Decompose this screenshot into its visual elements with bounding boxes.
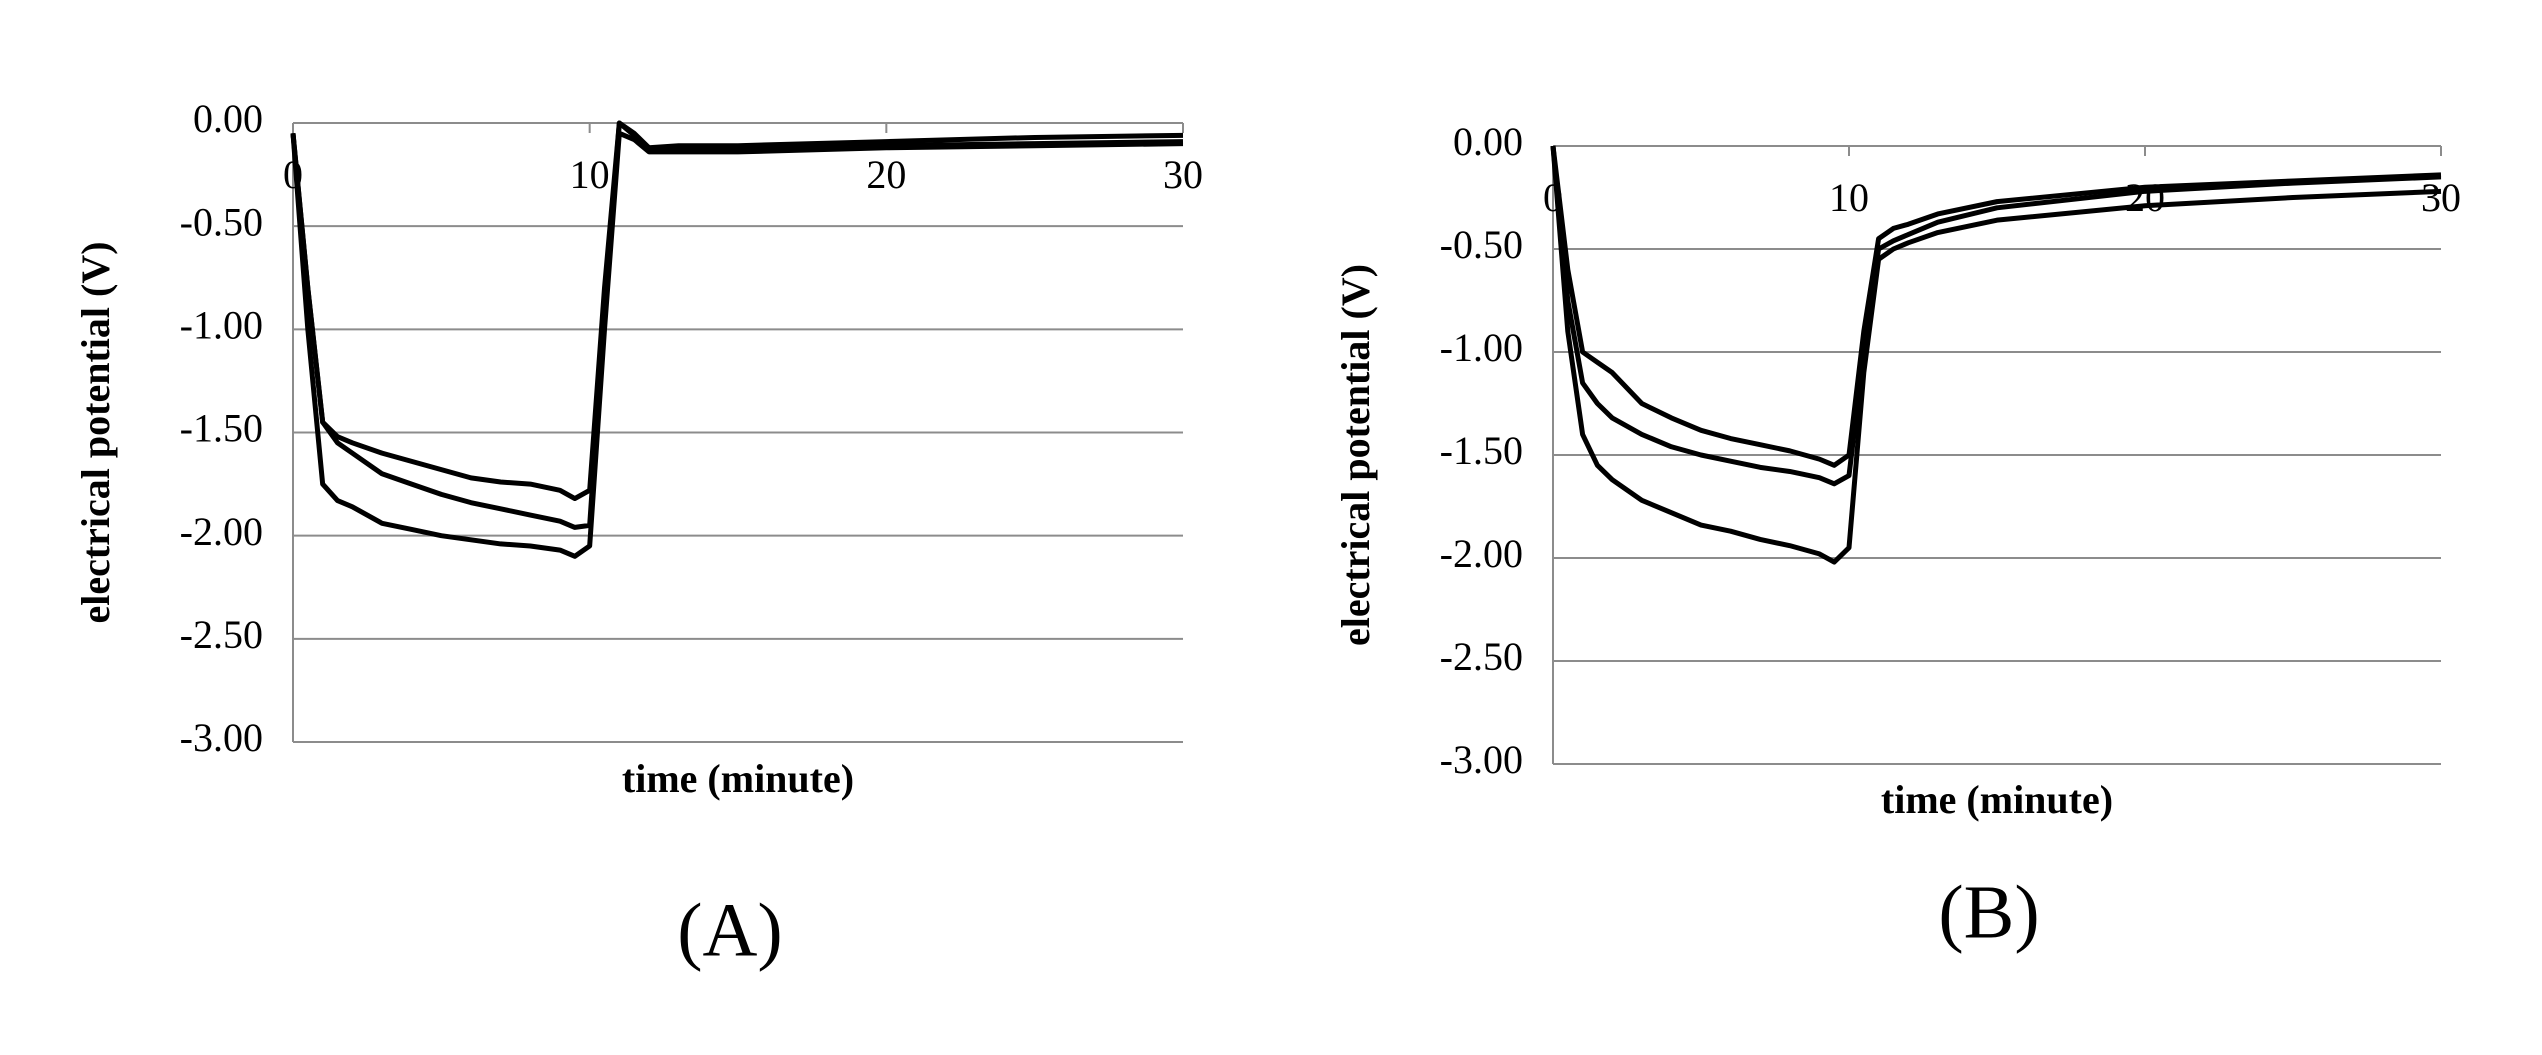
y-tick-label: -1.50 — [180, 406, 263, 451]
y-tick-label: -1.00 — [1440, 325, 1523, 370]
data-line — [1550, 145, 2442, 468]
x-tick-label: 30 — [1163, 152, 1203, 197]
data-line — [1550, 145, 2442, 565]
x-tick-label: 20 — [866, 152, 906, 197]
x-axis-title: time (minute) — [1881, 777, 2113, 822]
data-line — [290, 120, 1184, 502]
x-axis-title: time (minute) — [622, 756, 854, 801]
y-tick-label: -2.00 — [1440, 531, 1523, 576]
y-tick-label: -1.00 — [180, 303, 263, 348]
y-tick-label: -2.50 — [1440, 634, 1523, 679]
y-axis-title: electrical potential (V) — [73, 241, 118, 623]
x-tick-label: 30 — [2421, 175, 2461, 220]
y-tick-label: -2.50 — [180, 612, 263, 657]
y-tick-label: -0.50 — [1440, 222, 1523, 267]
y-axis-title: electrical potential (V) — [1333, 264, 1378, 646]
y-tick-label: 0.00 — [193, 96, 263, 141]
data-line — [290, 130, 1184, 559]
panel-title: (B) — [1938, 870, 2039, 954]
data-line — [1550, 145, 2442, 487]
x-tick-label: 10 — [1829, 175, 1869, 220]
y-tick-label: -3.00 — [1440, 737, 1523, 782]
y-tick-label: -3.00 — [180, 715, 263, 760]
x-tick-label: 20 — [2125, 175, 2165, 220]
y-tick-label: -1.50 — [1440, 428, 1523, 473]
y-tick-label: -0.50 — [180, 199, 263, 244]
panel-title: (A) — [677, 888, 783, 972]
y-tick-label: -2.00 — [180, 509, 263, 554]
x-tick-label: 10 — [570, 152, 610, 197]
y-tick-label: 0.00 — [1453, 119, 1523, 164]
